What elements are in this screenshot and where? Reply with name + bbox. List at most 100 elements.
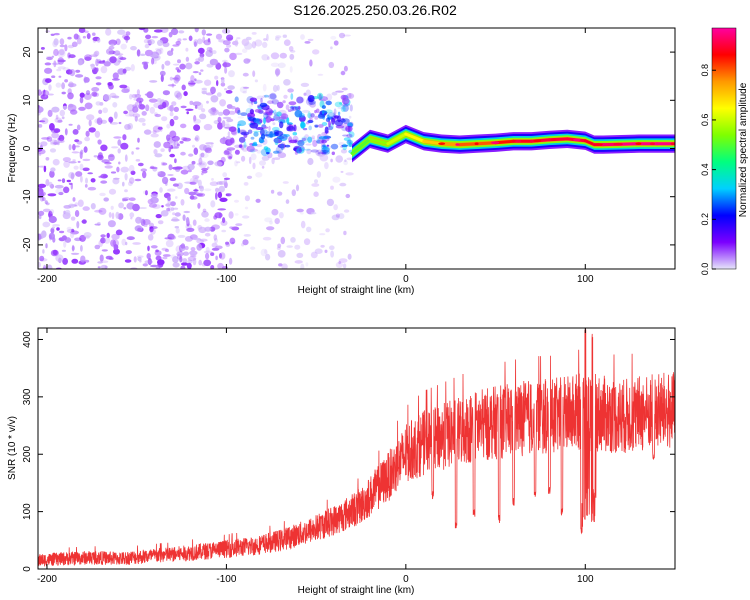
- spectrogram-blob: [169, 177, 177, 182]
- spectrogram-blob: [124, 173, 128, 181]
- spectrogram-blob: [250, 136, 255, 140]
- spectrogram-blob: [129, 212, 135, 218]
- spectrogram-blob: [67, 52, 71, 59]
- spectrogram-blob: [125, 31, 131, 36]
- colorbar-tick-label: 0.4: [700, 163, 710, 176]
- spectrogram-blob: [63, 205, 72, 209]
- spectrogram-blob: [55, 114, 59, 120]
- spectrogram-blob: [196, 243, 203, 251]
- spectrogram-blob: [76, 124, 81, 131]
- spectrogram-blob: [45, 78, 52, 83]
- spectrogram-blob: [50, 141, 58, 146]
- spectrogram-blob: [330, 35, 337, 40]
- carrier-peak: [474, 142, 479, 145]
- spectrogram-blob: [322, 149, 330, 155]
- spectrogram-blob: [297, 139, 305, 147]
- spectrogram-blob: [84, 30, 89, 34]
- spectrogram-blob: [276, 111, 282, 117]
- spectrogram-blob: [147, 234, 154, 241]
- spectrogram-ylabel: Frequency (Hz): [7, 114, 18, 183]
- carrier-core: [404, 132, 426, 143]
- spectrogram-blob: [175, 227, 180, 234]
- spectrogram-blob: [263, 117, 266, 125]
- spectrogram-blob: [180, 123, 187, 129]
- spectrogram-blob: [253, 130, 261, 133]
- spectrogram-blob: [249, 109, 254, 115]
- spectrogram-blob: [200, 153, 209, 159]
- spectrogram-blob: [279, 212, 284, 219]
- spectrogram-blob: [129, 93, 133, 100]
- carrier-peak: [533, 139, 542, 143]
- spectrogram-blob: [181, 262, 189, 266]
- spectrogram-blob: [292, 132, 298, 136]
- spectrogram-blob: [194, 28, 199, 33]
- spectrogram-blob: [252, 162, 256, 170]
- spectrogram-blob: [164, 60, 171, 66]
- spectrogram-blob: [223, 123, 232, 130]
- spectrogram-blob: [162, 256, 168, 260]
- spectrogram-blob: [148, 98, 158, 103]
- spectrogram-blob: [161, 247, 168, 251]
- spectrogram-blob: [95, 58, 99, 67]
- spectrogram-blob: [287, 88, 294, 93]
- carrier-core: [368, 137, 390, 146]
- spectrogram-blob: [341, 87, 348, 91]
- spectrogram-blob: [136, 89, 140, 96]
- spectrogram-blob: [70, 216, 76, 221]
- spectrogram-blob: [205, 142, 215, 145]
- spectrogram-blob: [105, 28, 112, 36]
- spectrogram-blob: [98, 240, 103, 247]
- spectrogram-blob: [172, 77, 179, 80]
- spectrogram-blob: [204, 218, 210, 222]
- spectrogram-ytick-label: 0: [22, 145, 33, 151]
- spectrogram-blob: [214, 161, 223, 167]
- spectrogram-blob: [168, 146, 171, 153]
- spectrogram-blob: [326, 93, 333, 101]
- spectrogram-blob: [66, 179, 72, 183]
- spectrogram-blob: [93, 155, 98, 158]
- spectrogram-blob: [255, 172, 263, 178]
- spectrogram-blob: [188, 82, 196, 85]
- spectrogram-blob: [75, 69, 81, 73]
- spectrogram-blob: [342, 123, 349, 127]
- spectrogram-blob: [173, 106, 179, 112]
- spectrogram-blob: [38, 120, 46, 123]
- spectrogram-blob: [286, 117, 290, 124]
- spectrogram-blob: [57, 59, 66, 63]
- spectrogram-blob: [345, 125, 353, 133]
- spectrogram-blob: [216, 80, 219, 87]
- spectrogram-blob: [317, 73, 324, 76]
- spectrogram-blob: [335, 125, 345, 129]
- spectrogram-blob: [185, 108, 194, 112]
- spectrogram-blob: [165, 239, 174, 248]
- spectrogram-blob: [234, 107, 241, 114]
- spectrogram-blob: [199, 185, 204, 192]
- spectrogram-blob: [326, 144, 330, 147]
- spectrogram-blob: [44, 67, 53, 74]
- spectrogram-blob: [56, 227, 60, 231]
- spectrogram-blob: [136, 97, 144, 103]
- spectrogram-blob: [349, 104, 353, 112]
- spectrogram-blob: [304, 148, 311, 151]
- spectrogram-blob: [174, 212, 181, 217]
- spectrogram-blob: [347, 253, 352, 260]
- spectrogram-blob: [82, 35, 86, 39]
- spectrogram-blob: [59, 230, 65, 234]
- spectrogram-blob: [176, 69, 181, 73]
- spectrogram-blob: [167, 196, 171, 202]
- spectrogram-blob: [210, 265, 215, 269]
- spectrogram-blob: [199, 144, 207, 151]
- spectrogram-blob: [259, 118, 263, 124]
- spectrogram-blob: [145, 104, 150, 112]
- spectrogram-blob: [155, 47, 163, 51]
- spectrogram-blob: [111, 212, 115, 220]
- spectrogram-blob: [75, 74, 84, 78]
- spectrogram-blob: [155, 255, 162, 261]
- spectrogram-blob: [194, 78, 197, 81]
- spectrogram-blob: [253, 141, 257, 146]
- spectrogram-blob: [207, 166, 210, 169]
- spectrogram-blob: [137, 227, 142, 232]
- spectrogram-blob: [192, 257, 197, 266]
- spectrogram-blob: [47, 93, 54, 96]
- spectrogram-blob: [223, 150, 230, 156]
